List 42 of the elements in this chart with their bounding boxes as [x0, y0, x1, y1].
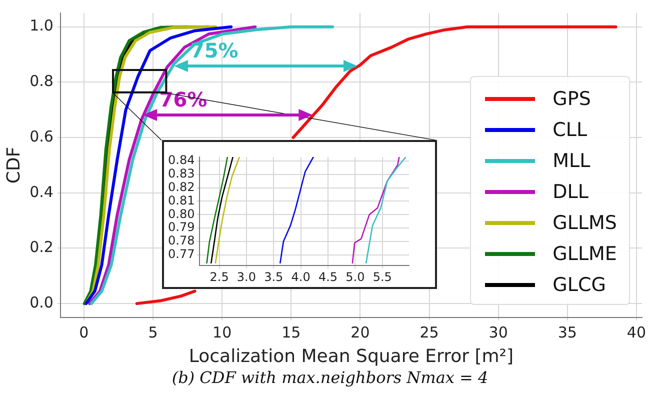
text: (b) CDF with max.neighbors Nmax = 4: [170, 368, 490, 387]
y-tick-label: 0.84: [168, 153, 195, 168]
y-tick-label: 0.81: [168, 193, 195, 208]
x-tick-label: 0: [79, 323, 89, 342]
y-tick-label: 0.80: [168, 206, 195, 221]
legend-label: GLLME: [552, 242, 617, 265]
x-tick-label: 3.5: [264, 270, 284, 284]
x-tick-label: 20: [350, 323, 370, 342]
x-tick-label: 10: [212, 323, 232, 342]
x-tick-label: 5.0: [346, 270, 365, 284]
x-tick-label: 25: [420, 323, 439, 342]
y-tick-label: 1.0: [30, 16, 54, 35]
y-tick-label: 0.6: [30, 127, 54, 146]
y-tick-label: 0.77: [168, 247, 195, 261]
y-tick-label: 0.8: [30, 72, 54, 90]
y-tick-label: 0.2: [30, 238, 54, 256]
y-tick-label: 0.4: [30, 182, 54, 201]
y-tick-label: 0.0: [30, 293, 54, 312]
legend-label: GLCG: [552, 274, 606, 296]
legend-label: DLL: [552, 180, 588, 203]
y-tick-label: 0.82: [168, 180, 195, 194]
y-axis-title: CDF: [3, 146, 24, 184]
y-tick-label: 0.79: [168, 220, 195, 234]
x-tick-label: 35: [558, 323, 577, 342]
x-tick-label: 3.0: [236, 270, 256, 284]
annotation: 75%: [190, 38, 238, 63]
x-tick-label: 5.5: [372, 270, 392, 284]
x-tick-label: 30: [488, 323, 508, 342]
legend-label: MLL: [552, 150, 590, 172]
annotation: 76%: [159, 88, 208, 112]
x-tick-label: 40: [626, 323, 646, 342]
legend-label: GPS: [552, 88, 591, 110]
x-tick-label: 4.5: [318, 270, 338, 284]
x-tick-label: 5: [148, 323, 158, 342]
x-axis-title: Localization Mean Square Error [m²]: [188, 346, 514, 367]
legend-label: CLL: [552, 118, 588, 141]
y-tick-label: 0.83: [168, 166, 195, 181]
x-tick-label: 2.5: [210, 270, 229, 284]
x-tick-label: 15: [282, 323, 301, 342]
legend-label: GLLMS: [552, 212, 617, 234]
y-tick-label: 0.78: [168, 234, 195, 248]
x-tick-label: 4.0: [291, 270, 310, 284]
